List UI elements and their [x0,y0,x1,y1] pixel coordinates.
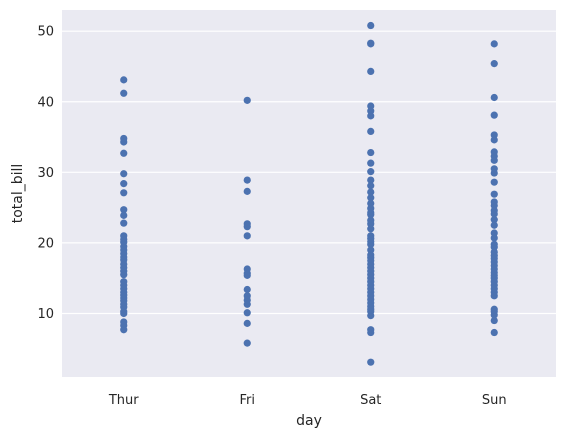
data-point-sat-26 [367,246,375,254]
plot-background [62,10,556,377]
x-tick-label-sun: Sun [482,393,507,408]
x-tick-label-thur: Thur [108,393,139,408]
y-tick-label-10: 10 [37,307,54,322]
data-point-sat-4 [367,102,375,110]
data-point-sat-18 [367,211,375,219]
data-point-sun-16 [490,210,498,218]
y-axis-label: total_bill [10,164,26,224]
data-point-sat-20 [367,220,375,228]
data-point-thur-8 [120,206,128,214]
data-point-thur-5 [120,170,128,178]
data-points [120,21,498,366]
data-point-thur-7 [120,189,128,197]
data-point-sat-2 [367,40,375,48]
x-tick-label-sat: Sat [360,393,381,408]
data-point-sun-40 [490,316,498,325]
data-point-sun-11 [490,178,498,186]
data-point-sun-39 [490,311,498,319]
data-point-sat-13 [367,188,375,196]
y-tick-label-20: 20 [37,236,54,251]
data-point-thur-22 [120,271,128,279]
data-point-fri-8 [243,271,251,279]
data-point-sat-48 [367,358,375,366]
data-point-sat-15 [367,199,375,207]
data-point-sun-36 [490,292,498,300]
data-point-sun-10 [490,169,498,177]
data-point-fri-14 [243,319,251,327]
data-point-sun-4 [490,131,498,139]
data-point-sun-18 [490,221,498,229]
data-point-sun-17 [490,216,498,224]
data-point-sat-45 [367,311,375,320]
data-point-sun-12 [490,190,498,198]
data-point-sat-12 [367,182,375,190]
data-point-sat-3 [367,67,375,76]
data-point-thur-0 [120,76,128,84]
data-point-fri-0 [243,96,251,104]
x-tick-labels: Thur Fri Sat Sun [108,393,507,408]
data-point-thur-36 [120,326,128,334]
y-tick-labels: 10 20 30 40 50 [37,25,54,322]
data-point-sat-7 [367,127,375,135]
data-point-sat-5 [367,107,375,115]
data-point-sun-3 [490,111,498,119]
data-point-sun-14 [490,201,498,210]
data-point-fri-13 [243,309,251,317]
x-tick-label-fri: Fri [240,393,256,408]
x-axis-label: day [296,413,322,429]
data-point-sun-20 [490,234,498,242]
y-tick-label-50: 50 [37,25,54,40]
data-point-fri-2 [243,187,251,195]
data-point-sun-0 [490,40,498,48]
data-point-thur-4 [120,149,128,157]
data-point-thur-6 [120,180,128,188]
data-point-sat-25 [367,240,375,248]
data-point-sat-47 [367,328,375,337]
data-point-sun-2 [490,93,498,102]
data-point-sun-5 [490,136,498,144]
data-point-sun-1 [490,60,498,68]
data-point-sun-19 [490,229,498,237]
data-point-fri-5 [243,232,251,240]
data-point-sun-41 [490,328,498,337]
data-point-fri-9 [243,285,251,294]
data-point-thur-10 [120,219,128,227]
data-point-thur-9 [120,211,128,219]
data-point-sun-8 [490,156,498,164]
y-tick-label-30: 30 [37,166,54,181]
data-point-sat-11 [367,176,375,184]
data-point-thur-1 [120,89,128,97]
data-point-sun-22 [490,243,498,251]
data-point-thur-33 [120,309,128,318]
data-point-sat-14 [367,194,375,202]
data-point-sat-21 [367,225,375,233]
data-point-fri-15 [243,339,251,347]
data-point-sat-8 [367,148,375,157]
data-point-thur-3 [120,138,128,146]
data-point-fri-12 [243,300,251,308]
data-point-sat-0 [367,21,375,30]
gridlines [62,30,556,315]
data-point-sat-9 [367,159,375,167]
data-point-sat-10 [367,168,375,176]
y-tick-label-40: 40 [37,95,54,110]
data-point-fri-4 [243,223,251,231]
data-point-fri-1 [243,176,251,184]
data-point-sat-6 [367,112,375,120]
